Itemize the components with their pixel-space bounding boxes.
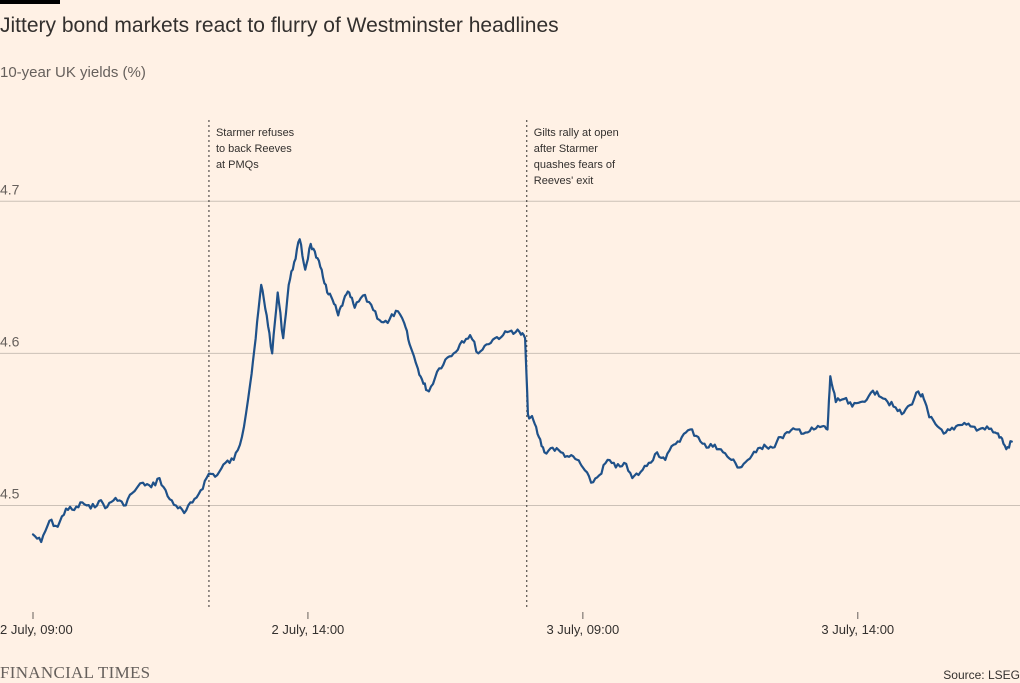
y-tick-label: 4.7	[0, 181, 20, 197]
brand-accent-bar	[0, 0, 60, 4]
x-tick-label: 2 July, 09:00	[0, 622, 73, 637]
series-line-uk-10y-yield	[31, 238, 1013, 544]
y-tick-label: 4.6	[0, 333, 20, 349]
series	[31, 238, 1013, 544]
grid-lines	[0, 200, 1020, 507]
x-tick-label: 2 July, 14:00	[272, 622, 345, 637]
annotations: Starmer refuses to back Reeves at PMQs Gilt…	[208, 120, 619, 610]
x-tick-label: 3 July, 14:00	[821, 622, 894, 637]
chart-subtitle: 10-year UK yields (%)	[0, 64, 146, 81]
x-axis-ticks: 2 July, 09:00 2 July, 14:00 3 July, 09:00 3…	[0, 612, 894, 637]
y-axis-ticks: 4.5 4.6 4.7	[0, 181, 20, 501]
y-tick-label: 4.5	[0, 486, 20, 502]
x-tick-label: 3 July, 09:00	[546, 622, 619, 637]
annotation-text: Gilts rally at open after Starmer quashes …	[534, 127, 619, 187]
ft-logo: FINANCIAL TIMES	[0, 663, 151, 682]
source-note: Source: LSEG	[943, 668, 1020, 682]
annotation-text: Starmer refuses to back Reeves at PMQs	[216, 127, 295, 171]
chart-title: Jittery bond markets react to flurry of …	[0, 14, 559, 37]
